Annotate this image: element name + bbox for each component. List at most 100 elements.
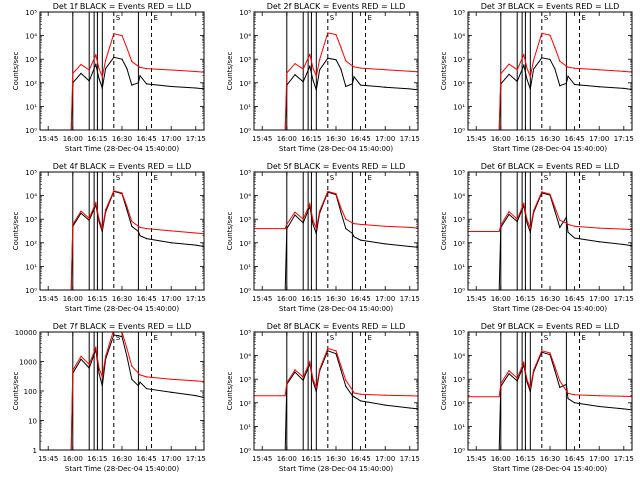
data-point (598, 405, 600, 408)
data-point (195, 232, 197, 234)
data-point (105, 355, 107, 357)
x-tick-label: 16:00 (63, 455, 83, 463)
y-tick-label: 10¹ (453, 103, 465, 111)
data-point (139, 66, 141, 68)
data-point (146, 83, 148, 85)
x-tick-label: 16:45 (351, 295, 371, 303)
data-point (567, 66, 569, 68)
data-point (409, 407, 411, 409)
x-tick-label: 16:15 (515, 135, 535, 143)
x-tick-label: 17:15 (400, 295, 420, 303)
chart-panel-4: Det 4f BLACK = Events RED = LLD 10⁰ 10¹ 10²… (12, 162, 206, 313)
y-tick-label: 10² (239, 80, 251, 88)
data-point (319, 210, 321, 212)
data-point (409, 226, 411, 228)
data-point (340, 369, 342, 371)
x-tick-label: 16:45 (351, 455, 371, 463)
data-point (101, 227, 103, 230)
data-point (554, 206, 556, 208)
series-line-events (40, 190, 204, 290)
data-point (88, 80, 90, 82)
y-tick-label: 10³ (25, 216, 37, 224)
data-point (88, 363, 90, 365)
data-point (195, 380, 197, 382)
data-point (95, 54, 97, 56)
x-tick-label: 16:00 (491, 295, 511, 303)
flag-label: S (544, 334, 549, 342)
plot-frame (39, 11, 205, 131)
data-point (360, 400, 362, 402)
data-point (98, 218, 100, 220)
data-point (574, 225, 576, 227)
x-tick-label: 16:30 (326, 295, 346, 303)
x-tick-label: 16:00 (277, 295, 297, 303)
data-point (351, 395, 353, 397)
data-point (294, 371, 296, 373)
data-point (319, 368, 321, 371)
plot-frame (467, 171, 633, 291)
data-point (353, 392, 355, 394)
data-point (105, 59, 107, 61)
y-tick-label: 10² (239, 240, 251, 248)
data-point (567, 398, 569, 400)
y-tick-label: 10¹ (239, 263, 251, 271)
data-point (170, 391, 172, 393)
data-point (598, 86, 600, 88)
data-point (340, 211, 342, 213)
data-point (508, 73, 510, 75)
data-point (302, 222, 304, 224)
data-point (284, 395, 286, 397)
data-point (121, 335, 123, 338)
data-point (574, 402, 576, 404)
data-point (126, 205, 128, 207)
x-tick-label: 17:15 (614, 455, 634, 463)
y-tick-label: 10⁴ (453, 193, 465, 201)
y-tick-label: 10⁵ (453, 9, 465, 17)
data-point (565, 383, 568, 386)
x-tick-label: 17:15 (614, 295, 634, 303)
data-point (131, 60, 133, 63)
data-point (351, 222, 353, 224)
chart-panel-9: Det 9f BLACK = Events RED = LLD 10⁰ 10¹ 10²… (440, 322, 634, 473)
data-point (353, 396, 355, 398)
x-tick-label: 15:45 (466, 295, 486, 303)
data-point (139, 75, 141, 77)
data-point (139, 374, 141, 376)
data-point (315, 390, 317, 393)
data-point (309, 65, 311, 67)
x-tick-label: 15:45 (466, 455, 486, 463)
data-point (526, 219, 528, 221)
x-tick-label: 16:00 (491, 455, 511, 463)
data-point (345, 85, 347, 88)
data-point (384, 225, 386, 227)
data-point (335, 34, 337, 36)
data-point (126, 67, 128, 70)
y-tick-label: 10⁵ (239, 169, 251, 177)
data-point (508, 373, 510, 375)
chart-panel-8: Det 8f BLACK = Events RED = LLD 10⁰ 10¹ 10²… (226, 322, 420, 473)
data-point (554, 68, 556, 70)
y-tick-label: 100 (24, 388, 37, 396)
data-point (126, 355, 128, 357)
data-point (541, 350, 543, 352)
data-point (121, 192, 123, 194)
data-point (565, 390, 568, 392)
data-point (88, 219, 90, 221)
x-tick-label: 17:00 (589, 455, 609, 463)
x-tick-label: 16:30 (540, 295, 560, 303)
y-tick-label: 10⁵ (453, 329, 465, 337)
data-point (574, 237, 576, 239)
x-tick-label: 16:30 (112, 455, 132, 463)
data-point (384, 243, 386, 245)
y-tick-label: 10¹ (25, 263, 37, 271)
chart-panel-5: Det 5f BLACK = Events RED = LLD 10⁰ 10¹ 10²… (226, 162, 420, 313)
data-point (315, 232, 317, 235)
data-point (565, 222, 568, 224)
series-line-lld (468, 350, 632, 398)
data-point (170, 85, 172, 88)
data-point (529, 75, 531, 78)
data-point (516, 380, 518, 382)
data-point (137, 372, 139, 374)
data-point (559, 60, 561, 62)
series-line-events (254, 57, 418, 130)
